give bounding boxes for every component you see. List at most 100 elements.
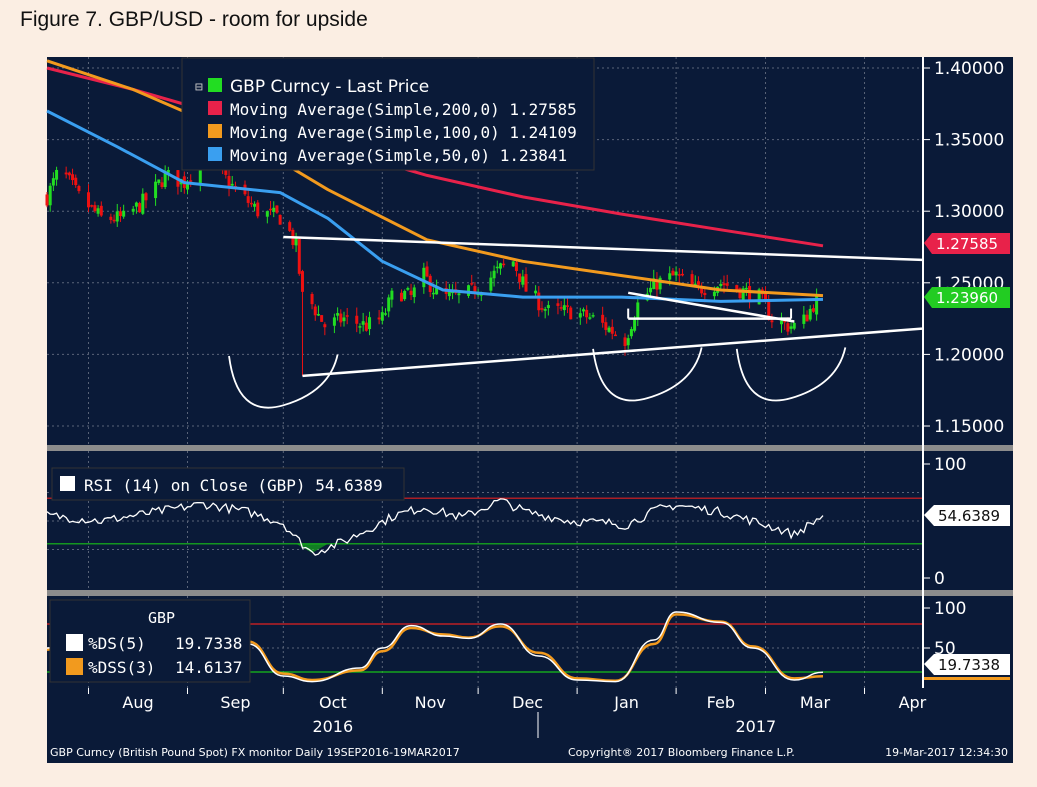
panel-separator-rsi-stoch bbox=[47, 590, 1013, 596]
ma200-tag-label: 1.27585 bbox=[936, 235, 998, 253]
candle-body bbox=[224, 169, 228, 175]
candle-body bbox=[409, 290, 413, 295]
candle-body bbox=[368, 317, 372, 330]
candle-body bbox=[492, 270, 496, 279]
y-tick-label: 1.35000 bbox=[934, 131, 1004, 151]
cup-arc bbox=[592, 347, 703, 402]
x-tick-label: Feb bbox=[707, 693, 735, 712]
candle-body bbox=[355, 315, 359, 324]
candle-body bbox=[655, 279, 659, 290]
candle-body bbox=[738, 288, 742, 299]
candle-body bbox=[623, 337, 627, 347]
candle-body bbox=[256, 202, 260, 217]
candle-body bbox=[591, 315, 595, 317]
candle-body bbox=[278, 214, 282, 225]
candle-body bbox=[399, 292, 403, 302]
candle-body bbox=[744, 287, 748, 290]
stoch-y-tick-label: 100 bbox=[934, 599, 966, 619]
stoch-legend-swatch-d bbox=[66, 658, 83, 675]
candle-body bbox=[320, 315, 324, 322]
candle-body bbox=[275, 205, 279, 213]
candle-body bbox=[253, 203, 257, 207]
candle-body bbox=[498, 263, 502, 269]
candle-body bbox=[377, 317, 381, 320]
candle-body bbox=[696, 281, 700, 285]
candle-body bbox=[610, 326, 614, 334]
candle-body bbox=[99, 205, 103, 216]
candle-body bbox=[811, 308, 815, 312]
year-label: 2016 bbox=[312, 717, 353, 736]
candle-body bbox=[157, 179, 161, 183]
candle-body bbox=[390, 290, 394, 300]
legend-collapse-icon[interactable]: ⊟ bbox=[195, 80, 203, 95]
footer-copyright: Copyright® 2017 Bloomberg Finance L.P. bbox=[568, 746, 795, 759]
candle-body bbox=[272, 207, 276, 212]
candle-body bbox=[514, 262, 518, 271]
candle-body bbox=[189, 180, 193, 182]
x-tick-label: Aug bbox=[122, 693, 153, 712]
candle-body bbox=[166, 170, 170, 173]
trendline bbox=[283, 235, 923, 262]
candle-body bbox=[735, 285, 739, 291]
candle-body bbox=[556, 303, 560, 306]
candle-body bbox=[67, 172, 71, 176]
candle-body bbox=[358, 326, 362, 328]
candle-body bbox=[668, 273, 672, 280]
rsi-y-tick-label: 100 bbox=[934, 455, 966, 475]
candle-body bbox=[808, 308, 812, 320]
candle-body bbox=[138, 203, 142, 213]
candle-body bbox=[559, 307, 563, 309]
candle-body bbox=[45, 194, 49, 206]
price-legend-box bbox=[181, 57, 595, 171]
candle-body bbox=[361, 321, 365, 325]
candle-body bbox=[601, 314, 605, 323]
candle-body bbox=[680, 273, 684, 276]
candle-body bbox=[435, 287, 439, 295]
candle-body bbox=[198, 158, 202, 184]
ma200-tag-box bbox=[924, 233, 1010, 254]
stoch-tag-label: 19.7338 bbox=[938, 656, 1000, 674]
footer-timestamp: 19-Mar-2017 12:34:30 bbox=[885, 746, 1008, 759]
x-tick-label: Mar bbox=[800, 693, 831, 712]
candle-body bbox=[540, 308, 544, 310]
legend-last-price: GBP Curncy - Last Price bbox=[230, 77, 429, 97]
x-tick-label: Nov bbox=[415, 693, 446, 712]
candle-body bbox=[700, 286, 704, 294]
legend-swatch-ma200 bbox=[208, 101, 222, 115]
candle-body bbox=[521, 276, 525, 285]
candle-body bbox=[767, 301, 771, 320]
trendline bbox=[302, 327, 923, 378]
y-tick-label: 1.20000 bbox=[934, 345, 1004, 365]
candle-body bbox=[310, 293, 314, 305]
candle-body bbox=[741, 288, 745, 300]
legend-ma50: Moving Average(Simple,50,0) 1.23841 bbox=[230, 146, 567, 165]
rsi-legend-box bbox=[51, 467, 405, 501]
candle-body bbox=[789, 326, 793, 329]
candle-body bbox=[431, 292, 435, 295]
rsi-oversold-fill bbox=[296, 543, 329, 553]
candle-body bbox=[300, 271, 304, 292]
candle-body bbox=[342, 317, 346, 322]
candle-body bbox=[613, 334, 617, 337]
candle-body bbox=[470, 283, 474, 285]
candle-body bbox=[77, 185, 81, 192]
candle-body bbox=[316, 314, 320, 316]
x-tick-label: Sep bbox=[220, 693, 250, 712]
candle-body bbox=[581, 309, 585, 312]
candle-body bbox=[658, 277, 662, 290]
ma200-tag: 1.27585 bbox=[924, 233, 1010, 254]
candle-body bbox=[677, 274, 681, 276]
candle-body bbox=[297, 238, 301, 274]
candle-body bbox=[134, 202, 138, 207]
candle-body bbox=[48, 185, 52, 206]
candle-body bbox=[122, 210, 126, 217]
candle-body bbox=[90, 205, 94, 207]
candle-body bbox=[802, 314, 806, 324]
candle-body bbox=[495, 266, 499, 269]
candle-body bbox=[543, 309, 547, 311]
legend-ma100: Moving Average(Simple,100,0) 1.24109 bbox=[230, 123, 577, 142]
candle-body bbox=[652, 278, 656, 290]
cup-arc bbox=[735, 347, 847, 402]
legend-swatch-ma100 bbox=[208, 124, 222, 138]
